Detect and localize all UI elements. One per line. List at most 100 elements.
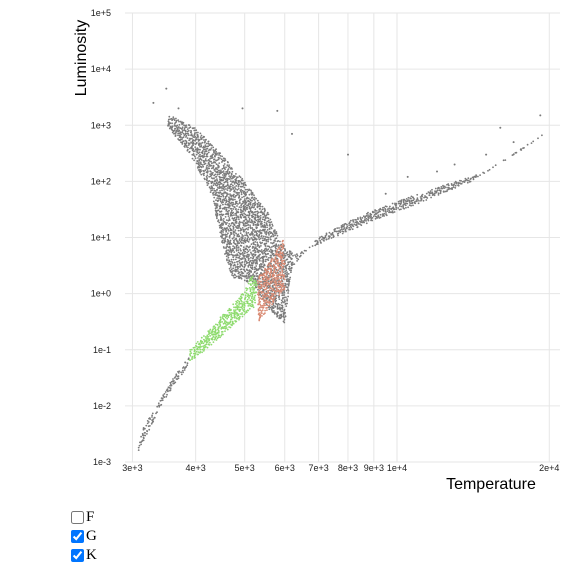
data-point bbox=[246, 280, 249, 283]
data-point bbox=[244, 209, 247, 212]
data-point bbox=[348, 226, 351, 229]
data-point bbox=[352, 220, 355, 223]
data-point bbox=[217, 156, 220, 159]
data-point bbox=[224, 216, 227, 218]
data-point bbox=[269, 276, 272, 279]
data-point bbox=[268, 289, 271, 291]
data-point bbox=[238, 194, 241, 197]
y-tick-label: 1e+3 bbox=[91, 120, 111, 130]
data-point bbox=[281, 304, 284, 307]
data-point bbox=[395, 206, 398, 209]
filter-f-checkbox[interactable] bbox=[71, 510, 84, 524]
data-point bbox=[406, 202, 409, 205]
data-point bbox=[220, 210, 223, 213]
data-point bbox=[274, 229, 276, 232]
data-point bbox=[216, 332, 219, 335]
data-point bbox=[343, 227, 346, 230]
filter-k-checkbox[interactable] bbox=[71, 548, 84, 562]
data-point bbox=[214, 204, 216, 206]
data-point bbox=[257, 269, 260, 271]
data-point bbox=[281, 308, 284, 310]
data-point bbox=[222, 333, 224, 336]
data-point bbox=[291, 261, 294, 264]
data-point bbox=[224, 237, 227, 240]
data-point bbox=[239, 302, 242, 305]
data-point bbox=[256, 256, 259, 258]
data-point bbox=[243, 220, 246, 222]
data-point bbox=[171, 119, 174, 122]
data-point bbox=[248, 217, 251, 220]
data-point bbox=[146, 430, 149, 433]
data-point bbox=[205, 341, 208, 344]
data-point bbox=[215, 194, 217, 197]
data-point bbox=[247, 259, 250, 261]
data-point bbox=[243, 261, 246, 263]
data-point bbox=[512, 141, 515, 144]
x-tick-labels: 3e+3 4e+3 5e+3 6e+3 7e+3 8e+3 9e+3 1e+4 2e+4 bbox=[122, 463, 559, 473]
data-point bbox=[271, 280, 274, 282]
data-point bbox=[249, 249, 251, 251]
data-point bbox=[365, 222, 368, 225]
data-point bbox=[374, 210, 377, 212]
data-point bbox=[270, 227, 273, 230]
data-point bbox=[239, 248, 242, 250]
data-point bbox=[188, 150, 191, 153]
data-point bbox=[412, 199, 415, 202]
data-point bbox=[274, 279, 277, 282]
filter-f[interactable]: F bbox=[69, 508, 97, 526]
data-point bbox=[410, 204, 412, 207]
filter-k[interactable]: K bbox=[69, 546, 97, 564]
data-point bbox=[265, 233, 268, 236]
data-point bbox=[260, 272, 262, 275]
data-point bbox=[262, 216, 265, 219]
data-point bbox=[191, 358, 193, 361]
data-point bbox=[251, 257, 254, 260]
data-point bbox=[180, 371, 183, 374]
filter-f-label: F bbox=[86, 508, 95, 525]
data-point bbox=[337, 230, 340, 233]
data-point bbox=[239, 176, 242, 179]
data-point bbox=[229, 176, 232, 179]
data-point bbox=[264, 267, 266, 270]
data-point bbox=[264, 228, 266, 231]
data-point bbox=[192, 142, 195, 145]
data-point bbox=[270, 267, 272, 270]
data-point bbox=[237, 270, 239, 273]
data-point bbox=[279, 250, 282, 253]
data-point bbox=[439, 190, 442, 193]
data-point bbox=[225, 173, 228, 176]
data-point bbox=[164, 391, 167, 393]
data-point bbox=[230, 253, 233, 256]
data-point bbox=[245, 287, 248, 290]
hr-diagram-chart[interactable]: 3e+3 4e+3 5e+3 6e+3 7e+3 8e+3 9e+3 1e+4 2e+4 1e-… bbox=[0, 0, 582, 500]
data-point bbox=[248, 238, 251, 241]
data-point bbox=[350, 219, 352, 222]
data-point bbox=[291, 264, 293, 267]
data-point bbox=[243, 190, 246, 193]
data-point bbox=[137, 446, 140, 449]
data-point bbox=[221, 222, 223, 225]
filter-g-checkbox[interactable] bbox=[71, 529, 84, 543]
data-point bbox=[215, 211, 218, 214]
data-point bbox=[282, 253, 285, 256]
data-point bbox=[241, 179, 244, 182]
data-point bbox=[464, 179, 467, 182]
data-point bbox=[355, 224, 358, 227]
data-point bbox=[357, 223, 360, 225]
data-point bbox=[206, 337, 209, 340]
data-point bbox=[344, 222, 347, 225]
data-point bbox=[262, 261, 264, 264]
data-point bbox=[191, 137, 193, 140]
data-point bbox=[259, 214, 262, 217]
data-point bbox=[214, 170, 217, 173]
data-point bbox=[276, 278, 279, 280]
data-point bbox=[457, 184, 460, 187]
data-point bbox=[278, 265, 280, 268]
data-point bbox=[270, 292, 273, 295]
data-point bbox=[242, 230, 245, 233]
filter-g[interactable]: G bbox=[69, 527, 97, 545]
data-point bbox=[245, 292, 248, 295]
data-point bbox=[226, 233, 228, 236]
data-point bbox=[221, 192, 224, 195]
data-point bbox=[296, 260, 298, 262]
